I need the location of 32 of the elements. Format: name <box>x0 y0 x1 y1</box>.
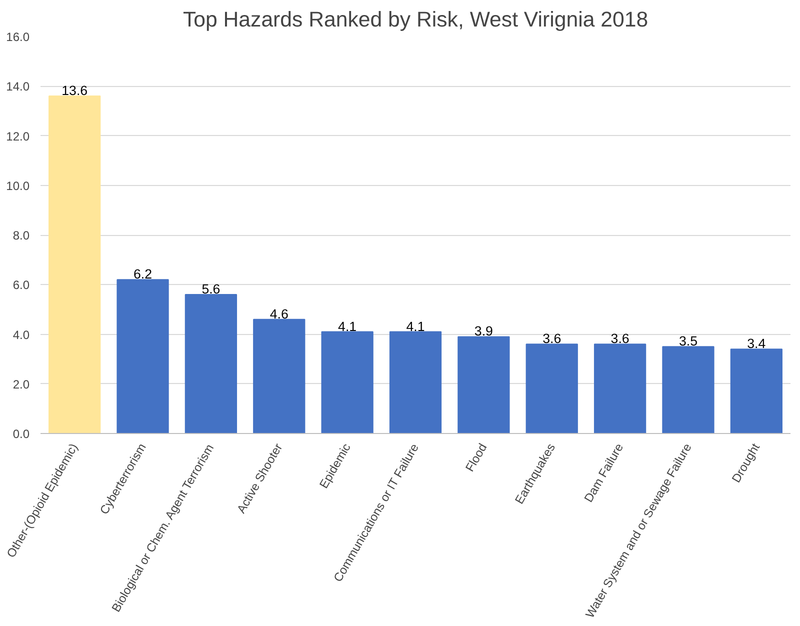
data-label: 5.6 <box>202 282 220 297</box>
y-tick-label: 14.0 <box>6 80 30 94</box>
bar <box>116 279 169 434</box>
bar <box>389 331 442 434</box>
data-label: 3.4 <box>747 336 766 352</box>
bar <box>662 346 714 434</box>
y-tick-label: 16.0 <box>6 30 30 44</box>
y-tick-label: 10.0 <box>6 178 30 193</box>
bar <box>526 344 578 434</box>
y-tick-label: 6.0 <box>12 278 30 292</box>
y-tick-label: 12.0 <box>6 129 30 144</box>
chart-title: Top Hazards Ranked by Risk, West Virignia 2018 <box>182 8 648 32</box>
data-label: 13.6 <box>62 83 88 98</box>
data-label: 3.6 <box>542 331 562 346</box>
y-tick-label: 4.0 <box>12 328 30 342</box>
y-tick-label: 8.0 <box>12 228 30 242</box>
data-label: 6.2 <box>134 266 152 282</box>
data-label: 3.6 <box>610 331 630 346</box>
data-label: 4.1 <box>406 318 425 334</box>
data-label: 4.6 <box>270 306 288 322</box>
bar <box>184 294 238 434</box>
bar <box>594 344 646 434</box>
y-tick-label: 2.0 <box>12 377 30 392</box>
bar <box>730 348 782 434</box>
bar <box>253 318 306 434</box>
data-label: 4.1 <box>338 318 357 334</box>
bar <box>321 331 374 434</box>
data-label: 3.5 <box>678 334 698 349</box>
data-label: 3.9 <box>474 324 493 339</box>
y-tick-label: 0.0 <box>12 427 30 441</box>
bar <box>458 336 510 434</box>
bar <box>48 96 101 434</box>
